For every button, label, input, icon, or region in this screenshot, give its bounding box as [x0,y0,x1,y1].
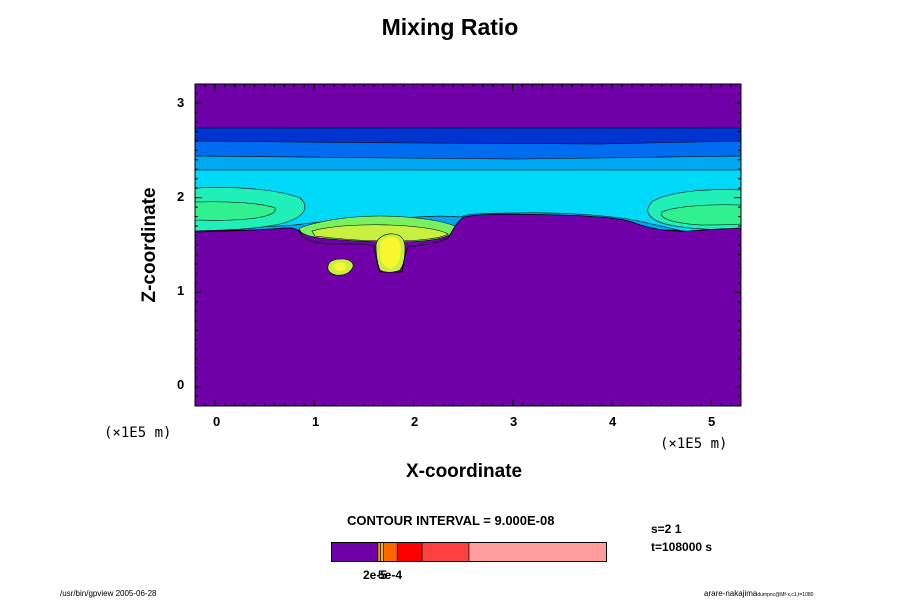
footer-author-name: arare-nakajima [704,589,758,598]
time-info: t=108000 s [651,540,713,554]
colorbar-segment-1 [377,542,381,562]
y-unit-label: (×1E5 m) [104,425,172,441]
colorbar-label-1: 2e-5 [363,568,388,582]
chart-title: Mixing Ratio [381,14,519,40]
contour-purple-ground [195,213,741,406]
colorbar-segment-5 [421,542,470,562]
colorbar-segment-2 [380,542,384,562]
y-tick-2: 2 [177,189,185,204]
contour-yellow-cell-right-core [380,237,401,268]
contour-green-right [661,204,741,226]
contour-green-left [195,201,276,221]
axis-ticks [195,83,742,406]
footer-author: arare-nakajimadumpnc@Mf-x,c1,t=1080 [704,589,813,598]
colorbar-segment-0 [331,542,379,562]
contour-cyan [195,169,741,232]
step-info: s=2 1 [651,522,682,536]
colorbar-segment-6 [468,542,607,562]
footer-command: /usr/bin/gpview 2005-06-28 [60,589,157,598]
contour-interval-text: CONTOUR INTERVAL = 9.000E-08 [347,513,555,528]
x-tick-0: 0 [213,414,221,429]
contour-yellow-cell-left-core [333,262,347,271]
y-axis-label: Z-coordinate [139,187,160,303]
colorbar-segment-4 [396,542,423,562]
colorbar-segment-3 [383,542,398,562]
x-axis-label: X-coordinate [406,461,523,482]
colorbar [331,542,607,562]
contour-yellow-green-center [311,224,449,242]
x-unit-label: (×1E5 m) [660,436,728,452]
contour-field [195,84,741,406]
footer-author-sub: dumpnc@Mf-x,c1,t=1080 [757,592,814,598]
colorbar-label-2: 5e-4 [378,568,403,582]
y-tick-1: 1 [177,283,185,298]
x-tick-4: 4 [609,414,617,429]
y-tick-3: 3 [177,95,185,110]
x-tick-5: 5 [708,414,716,429]
x-tick-2: 2 [411,414,419,429]
x-tick-1: 1 [312,414,320,429]
y-tick-0: 0 [177,377,185,392]
x-tick-3: 3 [510,414,518,429]
